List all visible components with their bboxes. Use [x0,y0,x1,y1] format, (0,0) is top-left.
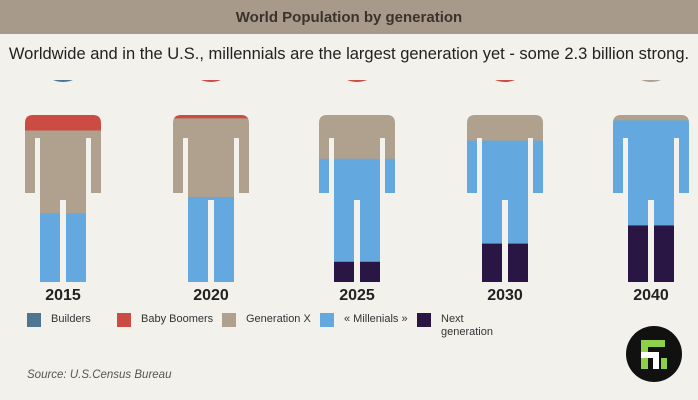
segment-2040-millenials [613,120,689,227]
segment-2030-next-generation [467,243,543,282]
legend-swatch [320,313,334,327]
figure-2015 [25,80,101,282]
segment-2015-generation-x [25,130,101,214]
legend-label: Builders [51,313,91,325]
figure-2020 [173,80,249,283]
chart-title: World Population by generation [235,8,463,26]
segment-2025-millenials [319,158,395,263]
legend-label: Next generation [441,313,493,338]
segment-2015-builders [25,80,101,85]
legend-label: Generation X [246,313,311,325]
chart-header: World Population by generation [0,0,698,34]
segment-2030-generation-x [467,92,543,142]
figure-2040 [613,80,689,283]
legend-item-baby-boomers: Baby Boomers [117,313,213,327]
legend-swatch [27,313,41,327]
year-label-2025: 2025 [339,287,375,304]
legend-swatch [222,313,236,327]
figure-2025 [319,80,395,283]
segment-2020-generation-x [173,118,249,198]
source-note: Source: U.S.Census Bureau [27,369,172,381]
segment-2030-millenials [467,140,543,245]
year-label-2015: 2015 [45,287,81,304]
legend-item-millenials: « Millenials » [320,313,408,327]
segment-2020-millenials [173,197,249,283]
figure-2030 [467,80,543,282]
segment-2030-baby-boomers [467,80,543,93]
legend-swatch [417,313,431,327]
logo-icon [641,340,667,369]
legend-label: « Millenials » [344,313,408,325]
segment-2040-generation-x [613,80,689,121]
segment-2025-generation-x [319,96,395,160]
segment-2025-next-generation [319,261,395,283]
segment-2015-millenials [25,213,101,282]
chart-subtitle: Worldwide and in the U.S., millennials a… [8,45,690,63]
legend-label: Baby Boomers [141,313,214,325]
segment-2025-baby-boomers [319,80,395,97]
pictogram-chart [25,80,689,283]
segment-2040-next-generation [613,225,689,283]
legend-item-generation-x: Generation X [222,313,311,327]
segment-2020-baby-boomers [173,80,249,119]
year-label-2040: 2040 [633,287,669,304]
legend-item-builders: Builders [27,313,91,327]
brand-logo [626,326,682,382]
segment-2015-baby-boomers [25,84,101,132]
legend-item-next-generation: Next generation [417,313,493,339]
year-label-2030: 2030 [487,287,523,304]
year-label-2020: 2020 [193,287,229,304]
legend-swatch [117,313,131,327]
